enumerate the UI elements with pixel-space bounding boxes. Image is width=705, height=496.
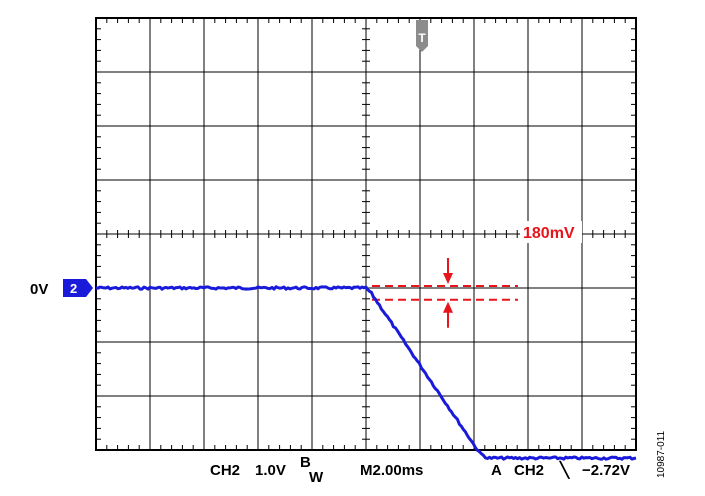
falling-edge-icon: ╲	[558, 460, 571, 479]
measurement-annotation: 180mV	[372, 221, 582, 328]
trigger-marker-icon	[416, 20, 428, 52]
scope-readout: CH2 1.0V B W M2.00ms A CH2 ╲ −2.72V	[210, 454, 630, 486]
ground-marker: 0V 2	[30, 279, 93, 298]
annotation-text-backdrop	[520, 221, 582, 243]
arrow-up-icon	[443, 301, 453, 328]
figure-id: 10987-011	[656, 430, 667, 478]
readout-trigger-mode: A	[491, 462, 502, 479]
readout-bw-sub: W	[309, 469, 324, 486]
ground-level-label: 0V	[30, 281, 48, 298]
readout-bw-sup: B	[300, 454, 311, 471]
trigger-marker: T	[416, 20, 428, 52]
channel-number: 2	[70, 281, 77, 296]
trigger-marker-label: T	[418, 31, 426, 45]
annotation-text: 180mV	[523, 225, 575, 242]
arrow-down-icon	[443, 258, 453, 284]
readout-trigger-level: −2.72V	[582, 462, 630, 479]
readout-trigger-channel: CH2	[514, 462, 544, 479]
waveform-ch2	[95, 285, 637, 461]
channel-marker-icon	[63, 279, 93, 297]
readout-channel: CH2	[210, 462, 240, 479]
readout-timebase: M2.00ms	[360, 462, 423, 479]
readout-scale: 1.0V	[255, 462, 286, 479]
series-line	[95, 285, 637, 461]
